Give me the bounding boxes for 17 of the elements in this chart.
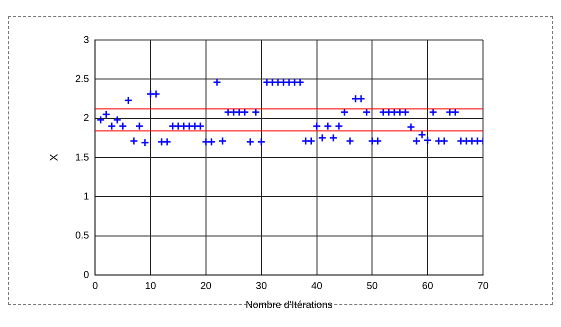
y-tick-label: 0.5 — [75, 230, 90, 242]
y-tick-label: 1.5 — [75, 152, 90, 164]
y-tick-label: 2 — [84, 113, 90, 124]
x-axis-title: Nombre d'Itérations — [246, 300, 333, 311]
x-tick-label: 0 — [92, 280, 98, 292]
x-tick-label: 60 — [422, 280, 434, 292]
y-axis-title: X — [48, 153, 61, 162]
x-tick-label: 30 — [256, 280, 268, 292]
x-tick-label: 70 — [477, 280, 489, 292]
y-tick-label: 2.5 — [75, 74, 90, 85]
y-tick-label: 1 — [84, 191, 90, 202]
y-tick-label: 3 — [84, 34, 90, 46]
x-tick-label: 50 — [366, 280, 378, 292]
x-tick-label: 10 — [144, 280, 157, 292]
x-tick-label: 40 — [311, 280, 323, 292]
y-tick-label: 0 — [84, 270, 90, 281]
x-tick-label: 20 — [200, 280, 212, 292]
